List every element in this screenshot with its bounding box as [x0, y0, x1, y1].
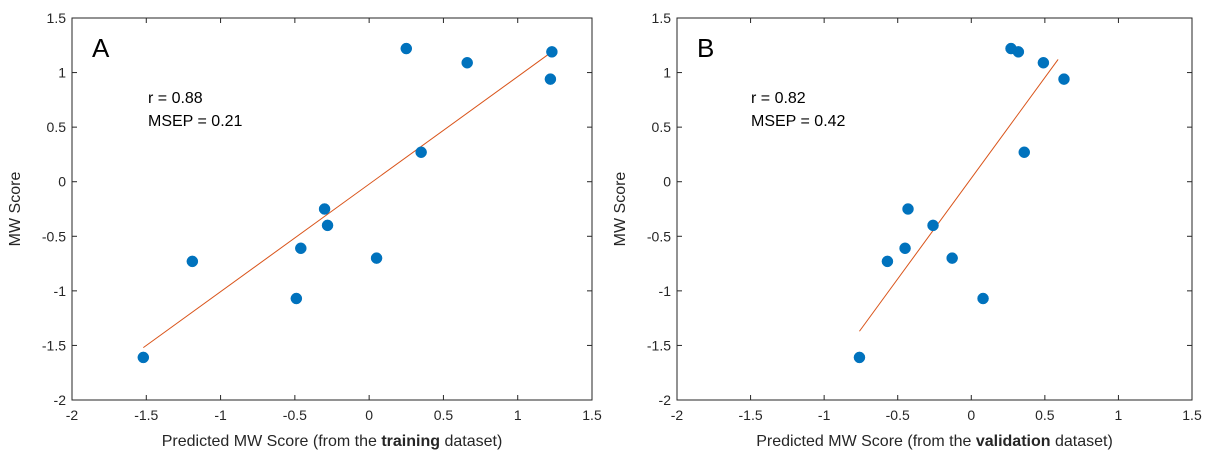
data-point: [853, 351, 866, 364]
data-point: [1037, 56, 1050, 69]
chart-panel-b: -2 -1.5 -1 -0.5 0 0.5 1 1.5 -2 -1.5 -1 -0.5 0 0.5 1 1.5…: [612, 10, 1202, 450]
fit-line: [859, 59, 1059, 332]
x-axis-label: Predicted MW Score (from the training da…: [162, 433, 503, 450]
x-axis-label-suffix: dataset): [440, 433, 502, 450]
r-value-text: r = 0.82: [751, 90, 806, 107]
y-tick-label: -2: [659, 392, 672, 408]
msep-value-text: MSEP = 0.42: [751, 113, 846, 130]
data-point: [1058, 73, 1070, 85]
data-point: [902, 203, 914, 215]
axes-box: [676, 17, 1193, 401]
x-tick-label: 0: [365, 407, 373, 423]
x-axis-label: Predicted MW Score (from the validation …: [756, 433, 1113, 450]
fit-line: [143, 51, 553, 349]
x-axis-label-bold: validation: [976, 433, 1051, 450]
data-point: [415, 146, 427, 158]
y-tick-label: -1.5: [647, 337, 671, 353]
x-axis-label-prefix: Predicted MW Score (from the: [756, 433, 976, 450]
x-tick-label: 1: [514, 407, 522, 423]
axes-box: [71, 17, 593, 401]
r-value-text: r = 0.88: [148, 90, 203, 107]
x-axis-label-suffix: dataset): [1051, 433, 1113, 450]
x-tick-label: -1: [214, 407, 227, 423]
x-tick-label: 0.5: [434, 407, 454, 423]
data-point: [137, 351, 150, 364]
y-tick-label: 0.5: [47, 119, 67, 135]
x-tick-label: -1.5: [739, 407, 763, 423]
y-tick-label: 0.5: [652, 119, 672, 135]
x-tick-label: 1.5: [1182, 407, 1202, 423]
y-tick-label: -2: [54, 392, 67, 408]
y-tick-label: 1.5: [652, 10, 672, 26]
panel-letter: B: [697, 33, 714, 63]
y-tick-label: -0.5: [42, 228, 66, 244]
data-point: [290, 292, 303, 305]
y-tick-label: -1: [659, 283, 672, 299]
y-tick-label: 1: [58, 65, 66, 81]
x-tick-label: -2: [671, 407, 684, 423]
data-point: [321, 219, 334, 232]
data-point: [1012, 46, 1025, 58]
x-axis-label-bold: training: [381, 433, 440, 450]
data-point: [881, 255, 894, 268]
data-point: [318, 203, 331, 215]
data-point: [946, 252, 958, 264]
x-tick-label: -1.5: [134, 407, 158, 423]
y-tick-label: 0: [663, 174, 671, 190]
x-tick-label: -1: [818, 407, 831, 423]
y-axis-label: MW Score: [7, 172, 24, 247]
y-tick-label: 0: [58, 174, 66, 190]
panel-letter: A: [92, 33, 110, 63]
x-axis-label-prefix: Predicted MW Score (from the: [162, 433, 382, 450]
data-point: [927, 219, 939, 232]
data-point: [977, 292, 989, 305]
x-tick-label: -0.5: [283, 407, 307, 423]
y-tick-label: -0.5: [647, 228, 671, 244]
x-tick-label: -2: [66, 407, 79, 423]
x-tick-label: 0: [967, 407, 975, 423]
data-point: [1018, 146, 1031, 158]
x-tick-label: 1.5: [582, 407, 602, 423]
data-point: [461, 56, 473, 69]
y-tick-label: 1: [663, 65, 671, 81]
data-point: [295, 242, 307, 255]
x-tick-label: 1: [1115, 407, 1123, 423]
data-point: [544, 73, 557, 85]
data-point: [546, 46, 558, 58]
chart-panel-a: -2 -1.5 -1 -0.5 0 0.5 1 1.5 -2 -1.5 -1 -0.5 0 0.5 1 1.5…: [7, 10, 602, 450]
y-tick-label: 1.5: [47, 10, 67, 26]
data-point: [899, 242, 911, 255]
y-tick-label: -1: [54, 283, 67, 299]
x-tick-label: 0.5: [1035, 407, 1055, 423]
data-point: [186, 255, 199, 268]
x-tick-label: -0.5: [886, 407, 910, 423]
msep-value-text: MSEP = 0.21: [148, 113, 243, 130]
data-point: [400, 42, 413, 55]
y-axis-label: MW Score: [612, 172, 629, 247]
data-point: [370, 252, 383, 264]
y-tick-label: -1.5: [42, 337, 66, 353]
